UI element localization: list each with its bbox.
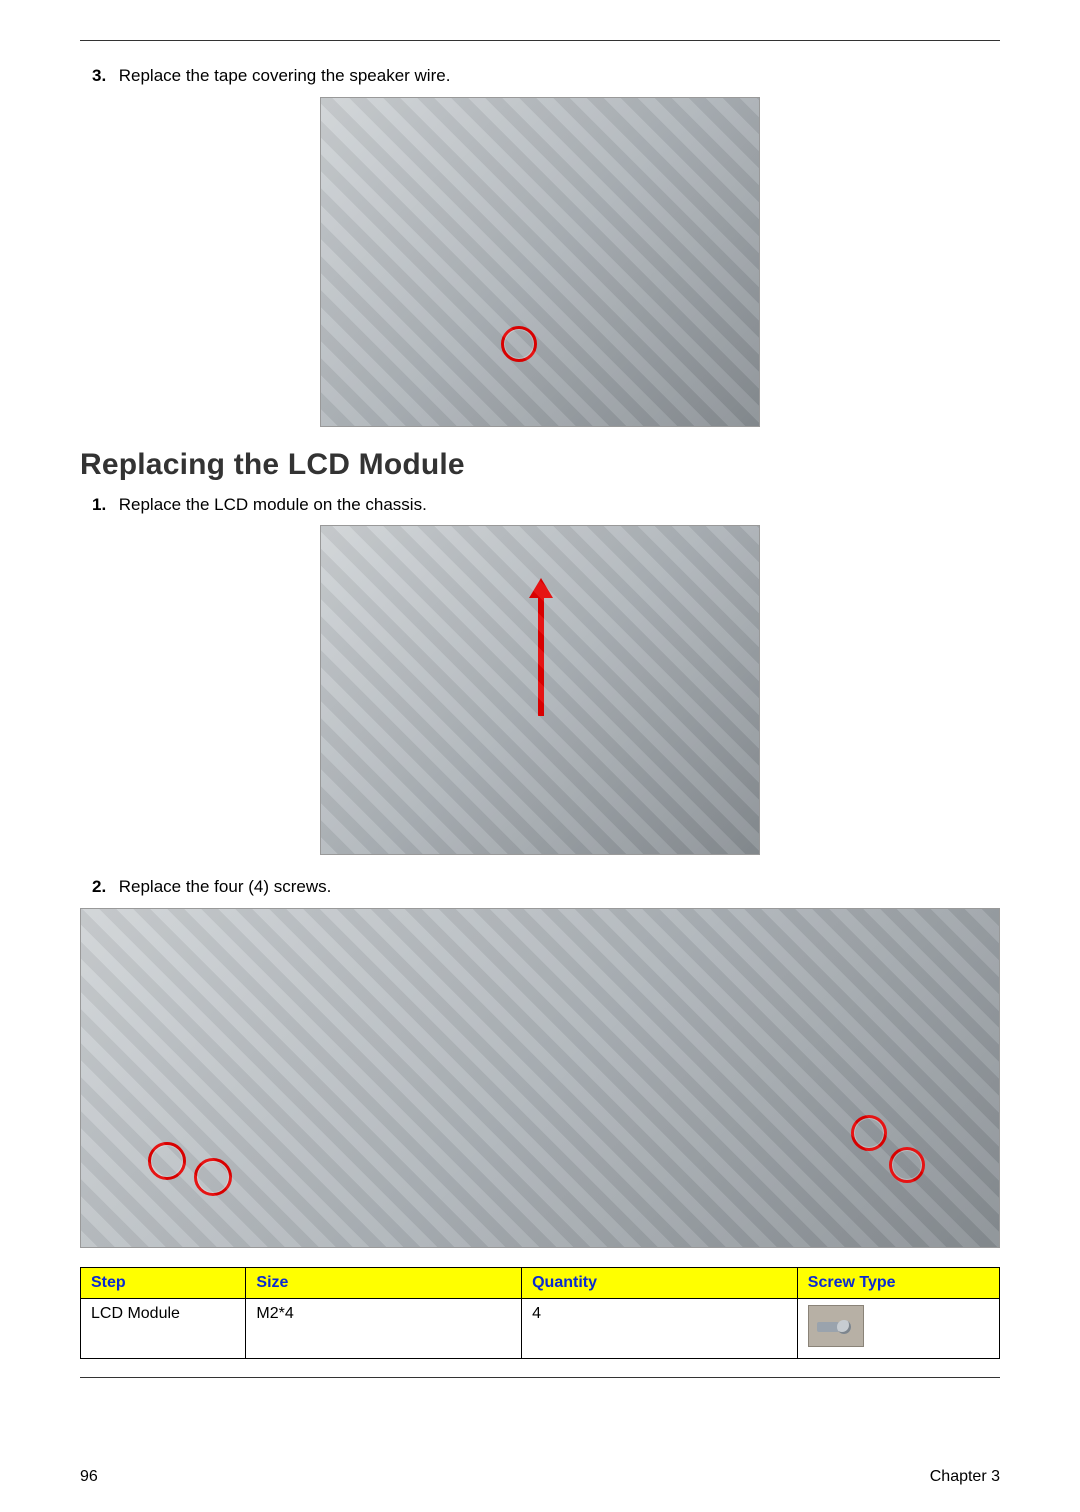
figure-2-lcd-on-chassis xyxy=(320,525,760,855)
step-2-num: 2. xyxy=(92,874,114,900)
page-number: 96 xyxy=(80,1468,98,1486)
page-footer: 96 Chapter 3 xyxy=(80,1468,1000,1486)
screw-table: Step Size Quantity Screw Type LCD Module… xyxy=(80,1267,1000,1359)
figure-1-wrap xyxy=(80,97,1000,432)
col-step: Step xyxy=(81,1267,246,1298)
figure-3-wrap xyxy=(80,908,1000,1253)
cell-size: M2*4 xyxy=(246,1298,522,1358)
section-heading: Replacing the LCD Module xyxy=(80,448,1000,482)
figure-1-speaker-tape xyxy=(320,97,760,427)
bottom-rule xyxy=(80,1377,1000,1378)
table-row: LCD Module M2*4 4 xyxy=(81,1298,1000,1358)
callout-circle xyxy=(889,1147,925,1183)
callout-circle xyxy=(148,1142,186,1180)
callout-circle xyxy=(194,1158,232,1196)
figure-2-wrap xyxy=(80,525,1000,860)
cell-qty: 4 xyxy=(522,1298,798,1358)
step-1-num: 1. xyxy=(92,492,114,518)
cell-step: LCD Module xyxy=(81,1298,246,1358)
cell-screw-type xyxy=(797,1298,999,1358)
step-1: 1. Replace the LCD module on the chassis… xyxy=(92,492,1000,518)
figure-3-screw-locations xyxy=(80,908,1000,1248)
callout-circle xyxy=(501,326,537,362)
callout-arrow xyxy=(538,596,544,716)
callout-arrow-head xyxy=(529,578,553,598)
callout-circle xyxy=(851,1115,887,1151)
table-header-row: Step Size Quantity Screw Type xyxy=(81,1267,1000,1298)
col-size: Size xyxy=(246,1267,522,1298)
step-2-text: Replace the four (4) screws. xyxy=(119,877,332,896)
step-3-text: Replace the tape covering the speaker wi… xyxy=(119,66,451,85)
chapter-label: Chapter 3 xyxy=(930,1468,1000,1486)
step-3: 3. Replace the tape covering the speaker… xyxy=(92,63,1000,89)
col-screw-type: Screw Type xyxy=(797,1267,999,1298)
col-quantity: Quantity xyxy=(522,1267,798,1298)
screw-icon xyxy=(808,1305,864,1347)
step-1-text: Replace the LCD module on the chassis. xyxy=(119,495,427,514)
step-2: 2. Replace the four (4) screws. xyxy=(92,874,1000,900)
top-rule xyxy=(80,40,1000,41)
step-3-num: 3. xyxy=(92,63,114,89)
